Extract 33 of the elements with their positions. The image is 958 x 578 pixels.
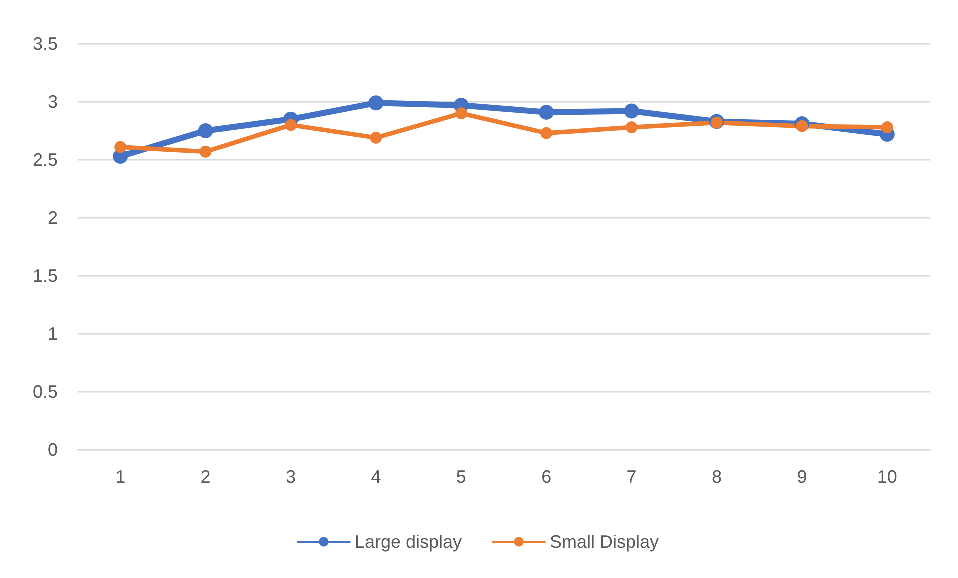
x-tick-label: 4	[371, 467, 382, 487]
point	[200, 146, 212, 158]
x-tick-label: 1	[116, 467, 126, 487]
y-tick-label: 2.5	[32, 150, 58, 170]
y-tick-label: 1	[48, 324, 58, 344]
y-tick-label: 0.5	[32, 382, 58, 402]
y-tick-label: 0	[48, 440, 58, 460]
y-tick-label: 2	[48, 208, 58, 228]
point	[540, 127, 553, 140]
legend-label: Large display	[354, 532, 462, 552]
x-tick-label: 5	[456, 467, 466, 487]
point	[114, 141, 127, 154]
x-tick-label: 6	[542, 467, 552, 487]
point	[796, 120, 808, 132]
point	[368, 96, 384, 111]
point	[624, 104, 640, 119]
x-tick-label: 7	[626, 467, 637, 487]
y-tick-label: 1.5	[32, 266, 58, 286]
x-tick-label: 3	[286, 467, 296, 487]
y-tick-label: 3	[48, 92, 58, 112]
point	[198, 124, 214, 138]
legend-label: Small Display	[550, 532, 660, 552]
x-tick-label: 8	[712, 467, 722, 487]
point	[881, 122, 894, 134]
point	[626, 122, 638, 134]
point	[455, 108, 468, 120]
x-tick-label: 2	[200, 467, 211, 487]
point	[539, 104, 554, 120]
y-tick-label: 3.5	[32, 34, 58, 54]
point	[285, 119, 297, 132]
x-tick-label: 10	[877, 467, 898, 487]
point	[370, 132, 382, 144]
x-tick-label: 9	[797, 467, 808, 487]
